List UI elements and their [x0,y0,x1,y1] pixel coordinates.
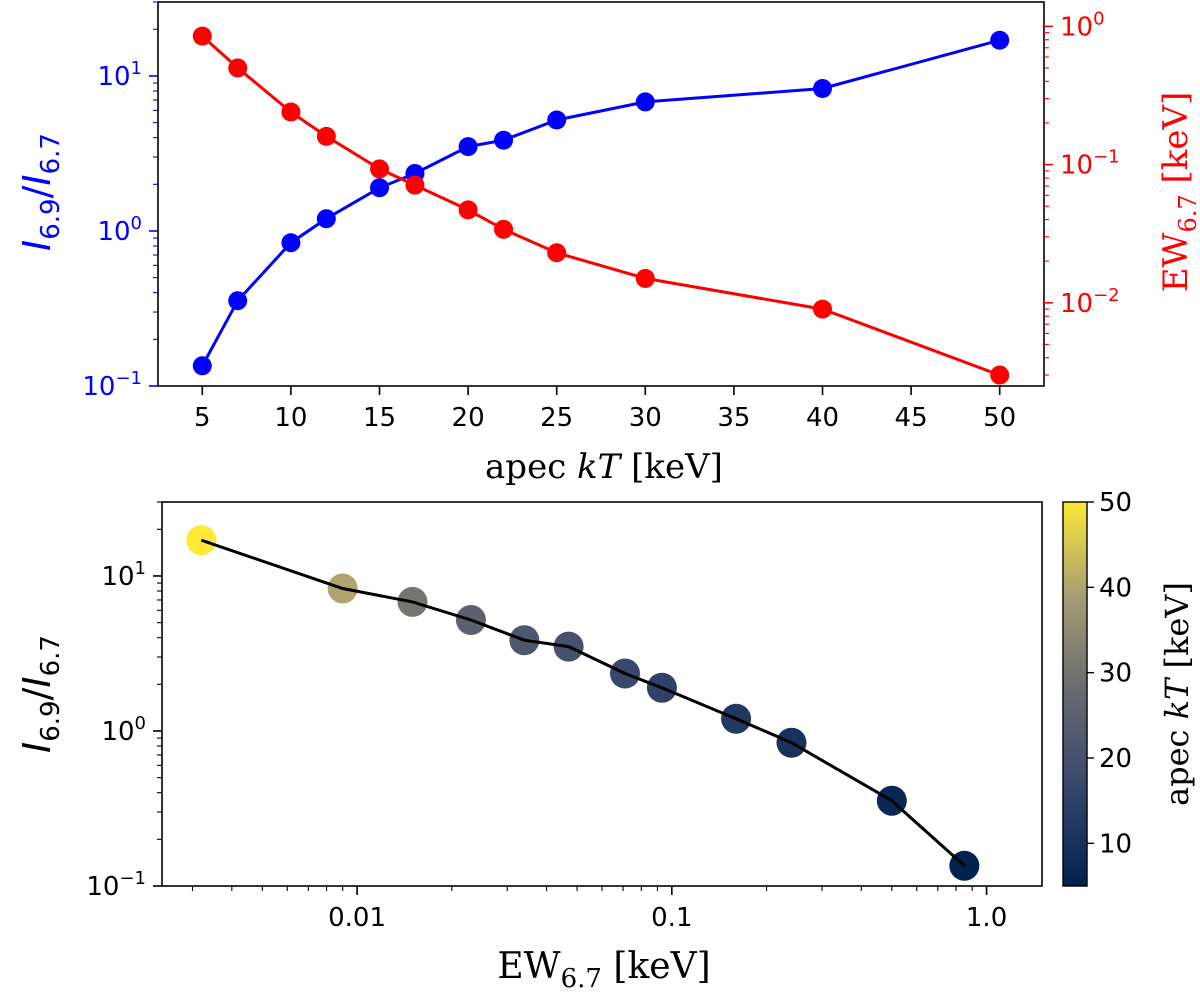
top-point-blue [813,79,832,99]
bottom-series-layer [186,525,980,881]
top-point-red [281,102,301,122]
top-point-blue [458,137,478,157]
top-left-tick-label: 100 [97,213,142,247]
top-point-blue [228,291,248,311]
top-right-y-axis-label: EW6.7 [keV] [1156,92,1200,293]
top-point-blue [370,178,389,198]
bottom-y-ticks: 10−1 100 101 [86,501,162,902]
top-x-ticks: 5 10 15 20 25 30 35 40 45 50 [194,386,1016,433]
top-point-red [990,365,1010,385]
top-point-blue [316,209,336,229]
top-x-tick-label: 40 [806,403,839,433]
top-plot-frame [157,1,1045,387]
top-x-tick-label: 25 [540,403,573,433]
colorbar-label: apec kT [keV] [1158,582,1196,806]
top-right-tick-label: 100 [1060,8,1105,42]
top-right-tick-label: 10−2 [1060,285,1120,319]
top-point-red [316,126,336,146]
top-point-red [494,219,514,239]
top-point-red [228,58,248,78]
bottom-x-tick-label: 0.1 [651,903,692,933]
colorbar-ticks: 10 20 30 40 50 [1087,488,1132,859]
top-x-tick-label: 30 [629,403,662,433]
top-point-red [370,159,389,179]
top-left-y-axis-label: I6.9/I6.7 [15,133,66,251]
top-point-blue [547,110,567,130]
bottom-x-tick-label: 1.0 [966,903,1007,933]
top-point-blue [192,356,212,376]
colorbar [1062,501,1088,887]
top-x-tick-label: 10 [274,403,307,433]
top-point-red [405,175,425,195]
top-point-blue [990,30,1010,50]
bottom-plot-frame [161,501,1043,887]
top-point-blue [494,130,514,150]
top-left-tick-label: 10−1 [82,368,142,402]
top-x-tick-label: 45 [895,403,928,433]
bottom-y-tick-label: 100 [101,713,146,747]
top-point-red [458,200,478,220]
top-point-red [635,268,655,288]
top-x-tick-label: 15 [363,403,396,433]
top-x-tick-label: 50 [983,403,1016,433]
top-point-red [192,26,212,46]
colorbar-tick-label: 30 [1099,659,1132,689]
top-point-blue [635,92,655,112]
top-right-ticks: 10−2 10−1 100 [1044,8,1120,376]
top-series-line-blue [200,38,1001,367]
colorbar-tick-label: 10 [1099,829,1132,859]
bottom-series-line [200,538,966,867]
top-x-axis-label: apec kT [keV] [485,447,723,487]
bottom-x-tick-label: 0.01 [328,903,386,933]
top-point-blue [281,233,301,253]
top-left-tick-label: 101 [97,58,142,92]
top-x-tick-label: 35 [717,403,750,433]
colorbar-tick-label: 40 [1099,573,1132,603]
bottom-x-axis-label: EW6.7 [keV] [497,946,710,992]
top-point-red [813,299,832,319]
top-x-tick-label: 5 [194,403,211,433]
top-x-tick-label: 20 [452,403,485,433]
bottom-chart: 0.01 0.1 1.0 10−1 100 101 EW6.7 [keV] I6.9/I… [15,488,1196,992]
bottom-y-axis-label: I6.9/I6.7 [15,635,66,753]
colorbar-tick-label: 50 [1099,488,1132,518]
top-series-line-red [201,34,1001,377]
top-right-tick-label: 10−1 [1060,147,1120,181]
top-series-layer [192,26,1010,385]
top-left-ticks: 10−1 100 101 [82,1,158,402]
bottom-y-tick-label: 101 [101,558,146,592]
bottom-y-tick-label: 10−1 [86,868,146,902]
bottom-x-ticks: 0.01 0.1 1.0 [191,886,1007,933]
colorbar-tick-label: 20 [1099,744,1132,774]
top-point-red [547,243,567,263]
